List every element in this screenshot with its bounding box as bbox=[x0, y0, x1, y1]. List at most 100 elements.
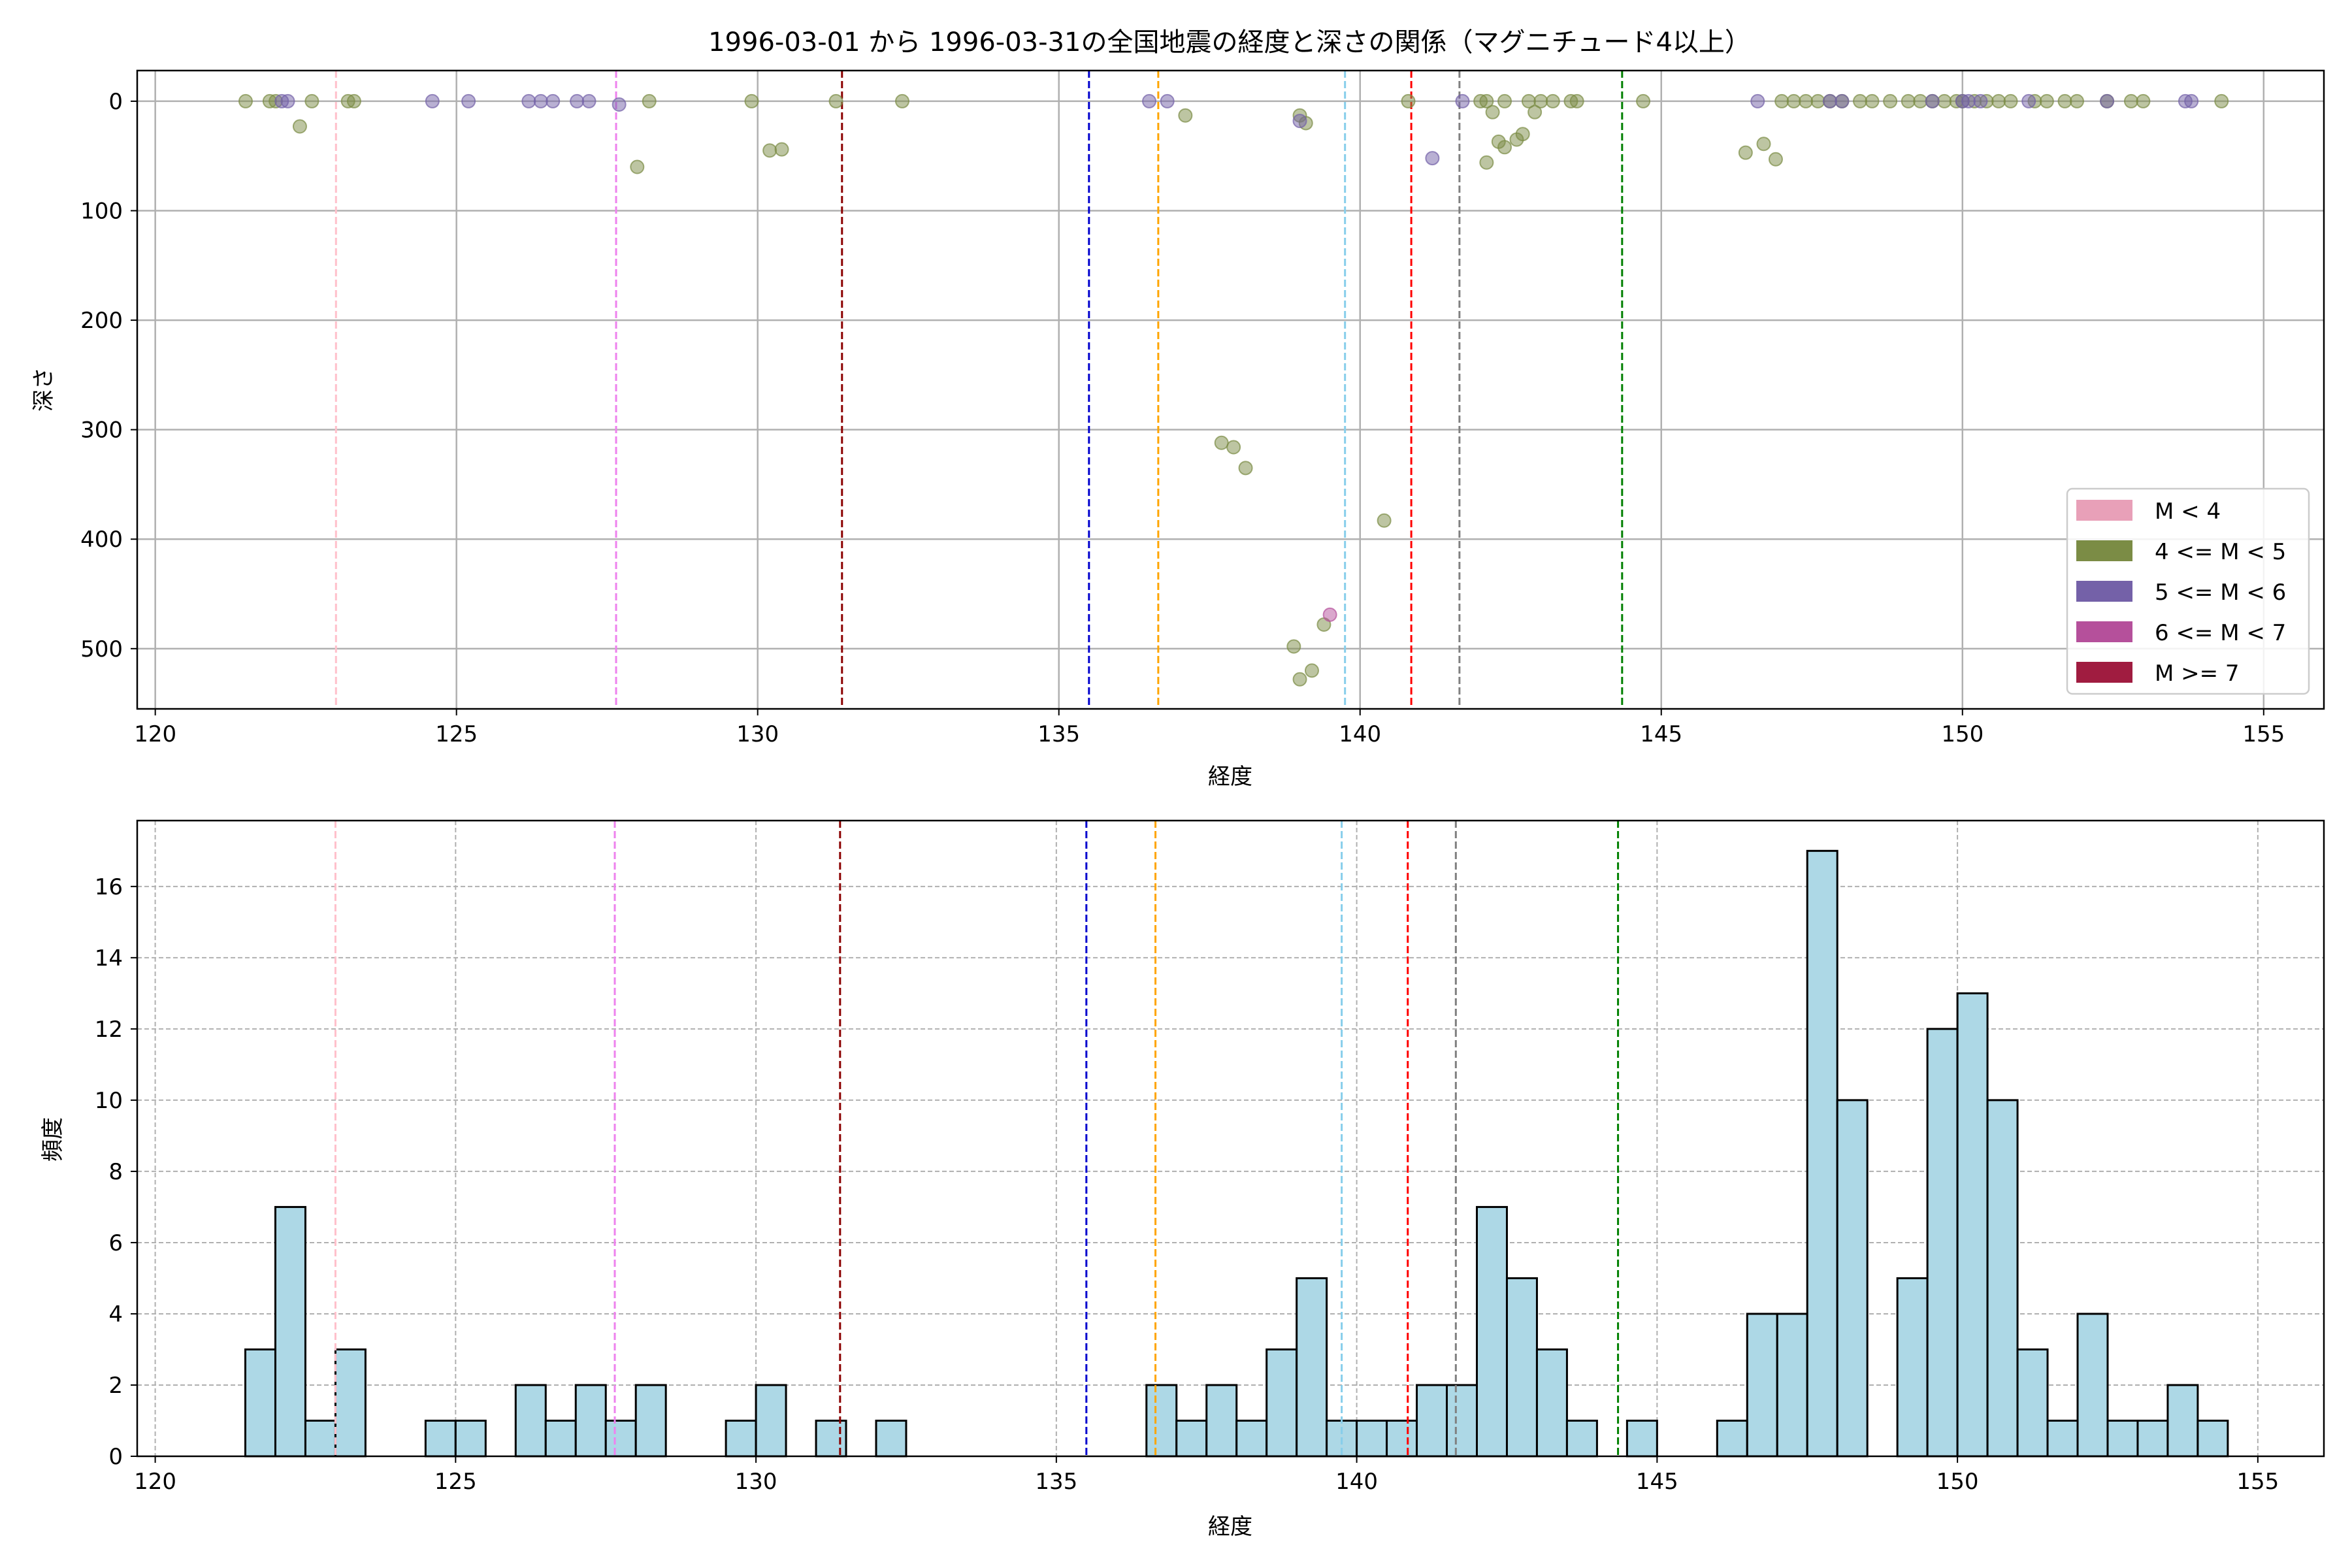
scatter-point bbox=[581, 93, 596, 108]
bottom-x-tick-label: 150 bbox=[1936, 1469, 1979, 1495]
bottom-y-tick-label: 10 bbox=[95, 1088, 123, 1114]
legend-swatch bbox=[2076, 662, 2132, 683]
bottom-y-tick-label: 14 bbox=[95, 945, 123, 972]
bottom-reference-lines bbox=[334, 821, 1620, 1456]
legend-label: 5 <= M < 6 bbox=[2155, 580, 2286, 606]
scatter-point bbox=[2021, 93, 2036, 108]
scatter-point bbox=[1401, 93, 1416, 108]
scatter-point bbox=[292, 119, 307, 134]
histogram-bar bbox=[1806, 849, 1838, 1458]
scatter-point bbox=[1786, 93, 1801, 108]
histogram-bar bbox=[1266, 1348, 1298, 1458]
bottom-x-tick-label: 130 bbox=[735, 1469, 777, 1495]
top-grid bbox=[137, 71, 2324, 709]
scatter-point bbox=[1479, 93, 1494, 108]
bottom-x-axis-label: 経度 bbox=[1208, 1514, 1252, 1540]
scatter-point bbox=[1527, 105, 1543, 120]
scatter-point bbox=[1455, 93, 1470, 108]
scatter-point bbox=[1485, 105, 1500, 120]
histogram-bar bbox=[2106, 1419, 2139, 1458]
scatter-point bbox=[642, 93, 657, 108]
top-chart-title: 1996-03-01 から 1996-03-31の全国地震の経度と深さの関係（マ… bbox=[708, 27, 1751, 57]
histogram-bar bbox=[1896, 1277, 1929, 1458]
histogram-bar bbox=[2136, 1419, 2169, 1458]
scatter-point bbox=[1377, 513, 1392, 528]
bottom-y-tick-label: 16 bbox=[95, 874, 123, 900]
histogram-bar bbox=[1926, 1028, 1959, 1458]
scatter-point bbox=[1835, 93, 1850, 108]
top-y-tick-label: 300 bbox=[80, 417, 123, 444]
scatter-point bbox=[1774, 93, 1789, 108]
histogram-bar bbox=[1716, 1419, 1748, 1458]
bottom-y-ticks: 0 2 4 6 8 10 12 14 16 bbox=[95, 874, 137, 1470]
scatter-point bbox=[2039, 93, 2054, 108]
histogram-bar bbox=[1356, 1419, 1388, 1458]
bottom-y-tick-label: 6 bbox=[108, 1230, 123, 1256]
histogram-bar bbox=[2016, 1348, 2049, 1458]
bottom-x-tick-label: 125 bbox=[434, 1469, 477, 1495]
scatter-point bbox=[1937, 93, 1952, 108]
scatter-point bbox=[630, 159, 645, 174]
top-y-tick-label: 400 bbox=[80, 527, 123, 553]
scatter-point bbox=[1925, 93, 1940, 108]
legend-label: 6 <= M < 7 bbox=[2155, 620, 2286, 646]
legend-swatch bbox=[2076, 581, 2132, 602]
bottom-y-tick-label: 2 bbox=[108, 1373, 123, 1399]
scatter-point bbox=[1479, 155, 1494, 170]
histogram-bar bbox=[634, 1384, 667, 1458]
scatter-point bbox=[1913, 93, 1928, 108]
bottom-histogram-plot: 120 125 130 135 140 145 150 155 0 2 4 6 8 10 12 14 16 経… bbox=[40, 819, 2325, 1540]
scatter-point bbox=[1750, 93, 1765, 108]
scatter-point bbox=[238, 93, 253, 108]
scatter-point bbox=[1160, 93, 1175, 108]
top-scatter-points bbox=[238, 93, 2229, 687]
scatter-point bbox=[774, 142, 789, 157]
histogram-bar bbox=[725, 1419, 757, 1458]
scatter-point bbox=[1214, 435, 1229, 450]
scatter-point bbox=[1822, 93, 1837, 108]
histogram-bar bbox=[1416, 1384, 1448, 1458]
scatter-point bbox=[762, 143, 777, 158]
scatter-point bbox=[1292, 672, 1307, 687]
scatter-point bbox=[1961, 93, 1976, 108]
histogram-bar bbox=[1175, 1419, 1208, 1458]
top-y-axis-label: 深さ bbox=[31, 367, 57, 412]
legend-swatch bbox=[2076, 500, 2132, 521]
top-reference-lines bbox=[335, 71, 1624, 709]
bottom-x-tick-label: 145 bbox=[1636, 1469, 1678, 1495]
bottom-x-tick-label: 140 bbox=[1335, 1469, 1378, 1495]
scatter-point bbox=[1883, 93, 1898, 108]
histogram-bar bbox=[2076, 1313, 2109, 1458]
scatter-point bbox=[521, 93, 536, 108]
scatter-point bbox=[1286, 639, 1301, 654]
top-y-tick-label: 500 bbox=[80, 636, 123, 662]
histogram-bar bbox=[454, 1419, 487, 1458]
scatter-point bbox=[1799, 93, 1814, 108]
scatter-point bbox=[828, 93, 843, 108]
scatter-point bbox=[2123, 93, 2138, 108]
scatter-point bbox=[1636, 93, 1651, 108]
bottom-y-tick-label: 8 bbox=[108, 1159, 123, 1185]
histogram-bar bbox=[604, 1419, 637, 1458]
histogram-bar bbox=[1986, 1099, 2019, 1458]
histogram-bar bbox=[875, 1419, 907, 1458]
scatter-point bbox=[1497, 140, 1512, 155]
scatter-point bbox=[1142, 93, 1157, 108]
scatter-point bbox=[1322, 607, 1337, 622]
scatter-point bbox=[1304, 663, 1319, 678]
scatter-point bbox=[1756, 137, 1771, 152]
bottom-x-tick-label: 135 bbox=[1035, 1469, 1077, 1495]
top-x-tick-label: 130 bbox=[736, 721, 779, 747]
scatter-point bbox=[346, 93, 361, 108]
bottom-x-tick-label: 155 bbox=[2236, 1469, 2279, 1495]
histogram-bar bbox=[1505, 1277, 1538, 1458]
top-y-tick-label: 0 bbox=[108, 89, 123, 115]
bottom-x-ticks: 120 125 130 135 140 145 150 155 bbox=[134, 1456, 2279, 1495]
histogram-bar bbox=[244, 1348, 276, 1458]
scatter-point bbox=[1533, 93, 1548, 108]
top-x-ticks: 120 125 130 135 140 145 150 155 bbox=[134, 709, 2285, 747]
scatter-point bbox=[2069, 93, 2084, 108]
bottom-histogram-bars bbox=[244, 849, 2229, 1458]
scatter-point bbox=[1178, 108, 1193, 123]
